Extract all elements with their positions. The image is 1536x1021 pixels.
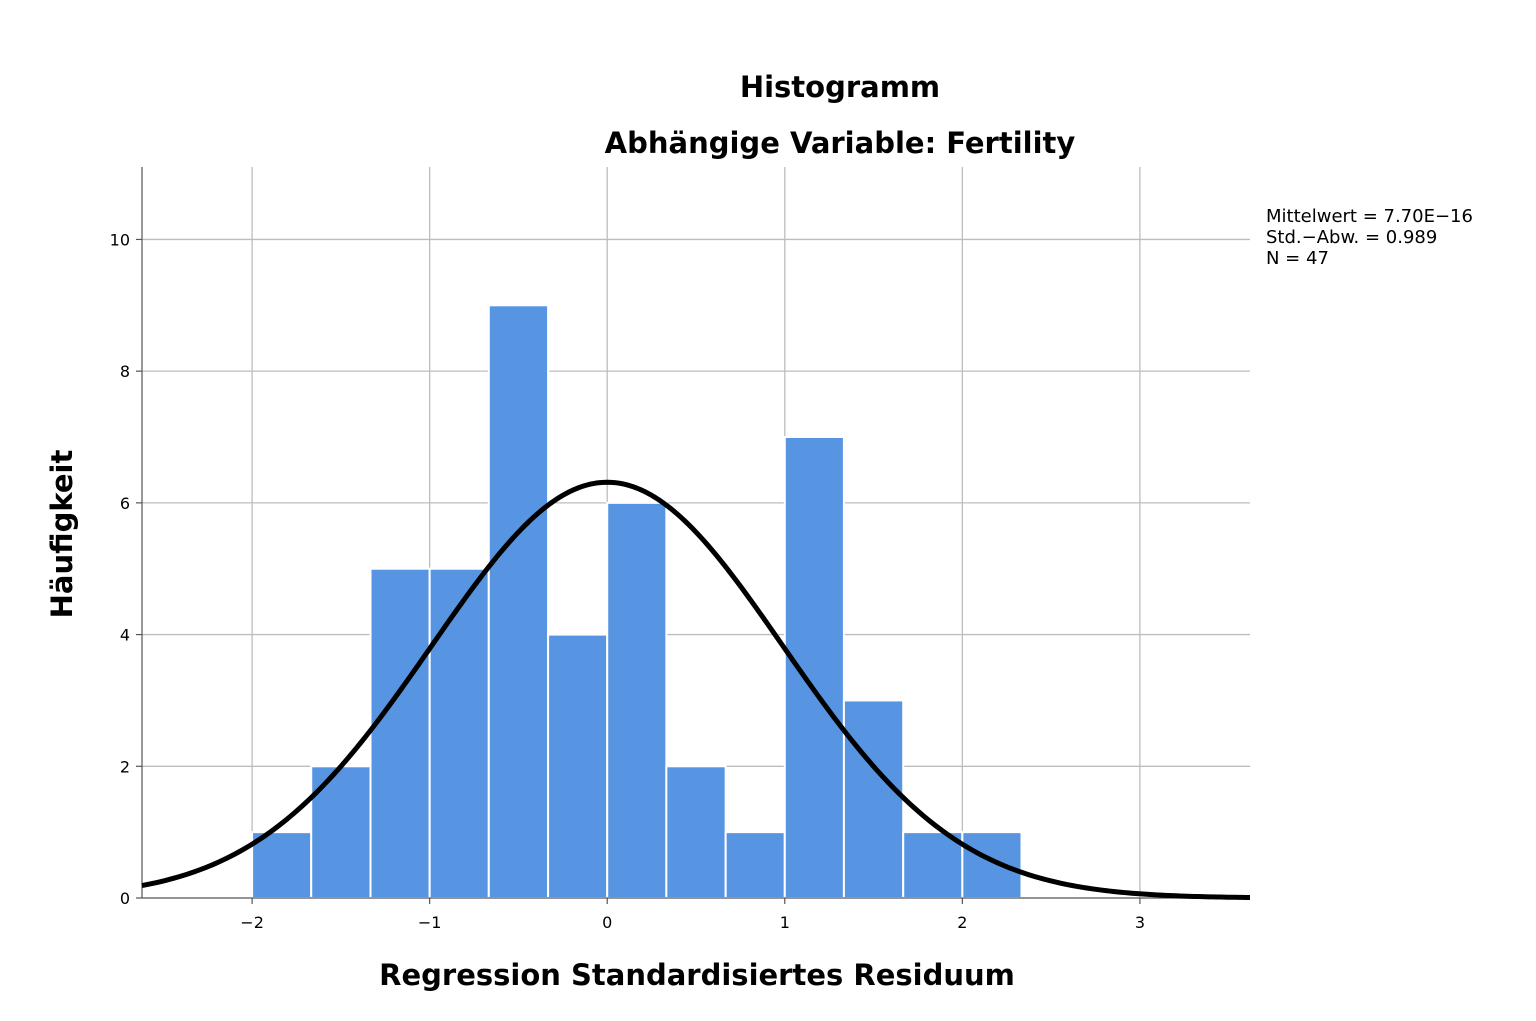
chart-subtitle: Abhängige Variable: Fertility bbox=[605, 126, 1076, 160]
y-tick-label: 8 bbox=[120, 362, 130, 381]
histogram-bar-6 bbox=[547, 633, 609, 900]
chart-title: Histogramm bbox=[740, 70, 940, 104]
histogram-bar-7 bbox=[606, 501, 668, 899]
histogram-bar-4 bbox=[428, 567, 490, 899]
histogram-bar-10 bbox=[783, 436, 845, 899]
y-axis-label: Häufigkeit bbox=[45, 450, 79, 619]
x-tick-label: 3 bbox=[1135, 913, 1145, 932]
y-tick-label: 2 bbox=[120, 757, 130, 776]
x-axis-label: Regression Standardisiertes Residuum bbox=[379, 958, 1015, 992]
x-tick-label: 1 bbox=[780, 913, 790, 932]
histogram-bar-1 bbox=[251, 831, 313, 900]
axis-layer bbox=[141, 167, 1250, 899]
histogram-bar-3 bbox=[369, 567, 431, 899]
x-tick-label: 0 bbox=[602, 913, 612, 932]
histogram-bar-5 bbox=[487, 304, 550, 899]
y-tick-label: 6 bbox=[120, 494, 130, 513]
curve-layer bbox=[141, 479, 1251, 900]
x-tick-label: 2 bbox=[957, 913, 967, 932]
stats-mean: Mittelwert = 7.70E−16 bbox=[1266, 206, 1473, 227]
histogram-bar-9 bbox=[724, 831, 786, 900]
histogram-bar-8 bbox=[665, 765, 727, 899]
x-tick-label: −1 bbox=[418, 913, 442, 932]
stats-n: N = 47 bbox=[1266, 248, 1329, 269]
histogram-bar-12 bbox=[902, 831, 964, 900]
ticks-layer: −2 −1 0 1 2 3 0 2 4 6 8 10 bbox=[110, 230, 1145, 932]
x-tick-label: −2 bbox=[240, 913, 264, 932]
y-tick-label: 4 bbox=[120, 626, 130, 645]
histogram-bar-13 bbox=[961, 831, 1023, 900]
y-tick-label: 10 bbox=[110, 230, 130, 249]
stats-block: Mittelwert = 7.70E−16 Std.−Abw. = 0.989 … bbox=[1266, 206, 1473, 269]
bars-layer bbox=[251, 304, 1023, 900]
normal-curve bbox=[141, 479, 1251, 900]
stats-sd: Std.−Abw. = 0.989 bbox=[1266, 227, 1437, 248]
histogram-bar-11 bbox=[842, 699, 905, 899]
y-tick-label: 0 bbox=[120, 889, 130, 908]
